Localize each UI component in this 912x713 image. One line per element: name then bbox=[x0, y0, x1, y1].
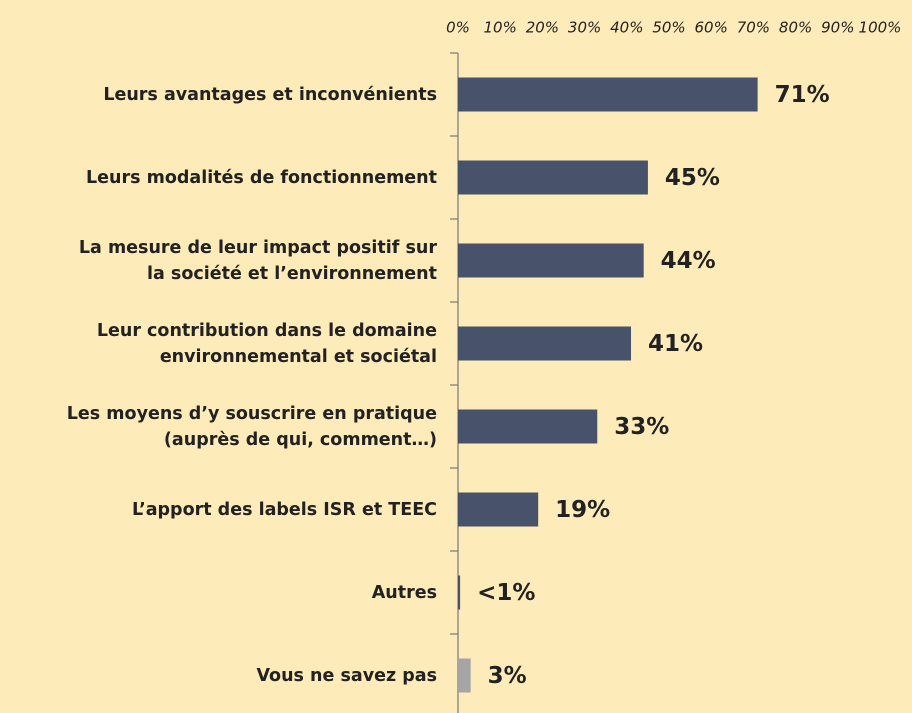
bar bbox=[458, 575, 461, 610]
bar bbox=[458, 243, 644, 278]
bar bbox=[458, 77, 758, 112]
category-label: Vous ne savez pas bbox=[256, 665, 437, 686]
x-tick-label: 50% bbox=[652, 19, 685, 37]
x-tick-label: 70% bbox=[737, 19, 770, 37]
category-label: Leur contribution dans le domaine enviro… bbox=[96, 320, 437, 367]
value-label: 45% bbox=[665, 165, 720, 191]
x-tick-label: 80% bbox=[779, 19, 812, 37]
x-tick-label: 0% bbox=[446, 19, 470, 37]
category-label: Leurs modalités de fonctionnement bbox=[85, 167, 437, 188]
category-label: La mesure de leur impact positif sur la … bbox=[78, 237, 437, 284]
value-label: 71% bbox=[775, 82, 830, 108]
bar bbox=[458, 326, 632, 361]
bar bbox=[458, 492, 539, 527]
value-label: 19% bbox=[555, 497, 610, 523]
value-label: 44% bbox=[661, 248, 716, 274]
x-tick-label: 40% bbox=[610, 19, 643, 37]
x-tick-label: 90% bbox=[821, 19, 854, 37]
category-label: Autres bbox=[371, 582, 437, 603]
bar bbox=[458, 658, 471, 693]
x-tick-label: 20% bbox=[526, 19, 559, 37]
value-label: <1% bbox=[477, 580, 535, 606]
value-label: 3% bbox=[488, 663, 527, 689]
x-tick-label: 100% bbox=[859, 19, 902, 37]
bar bbox=[458, 409, 598, 444]
value-label: 41% bbox=[648, 331, 703, 357]
category-label: Les moyens d’y souscrire en pratique (au… bbox=[66, 403, 437, 450]
bar bbox=[458, 160, 648, 195]
category-label: L’apport des labels ISR et TEEC bbox=[131, 499, 437, 520]
category-label: Leurs avantages et inconvénients bbox=[103, 84, 437, 105]
x-tick-label: 30% bbox=[568, 19, 601, 37]
value-label: 33% bbox=[614, 414, 669, 440]
x-tick-label: 10% bbox=[484, 19, 517, 37]
x-tick-label: 60% bbox=[695, 19, 728, 37]
